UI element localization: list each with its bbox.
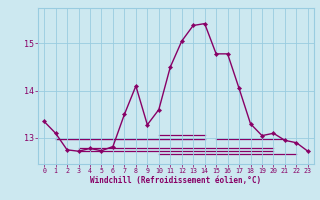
X-axis label: Windchill (Refroidissement éolien,°C): Windchill (Refroidissement éolien,°C) xyxy=(91,176,261,185)
